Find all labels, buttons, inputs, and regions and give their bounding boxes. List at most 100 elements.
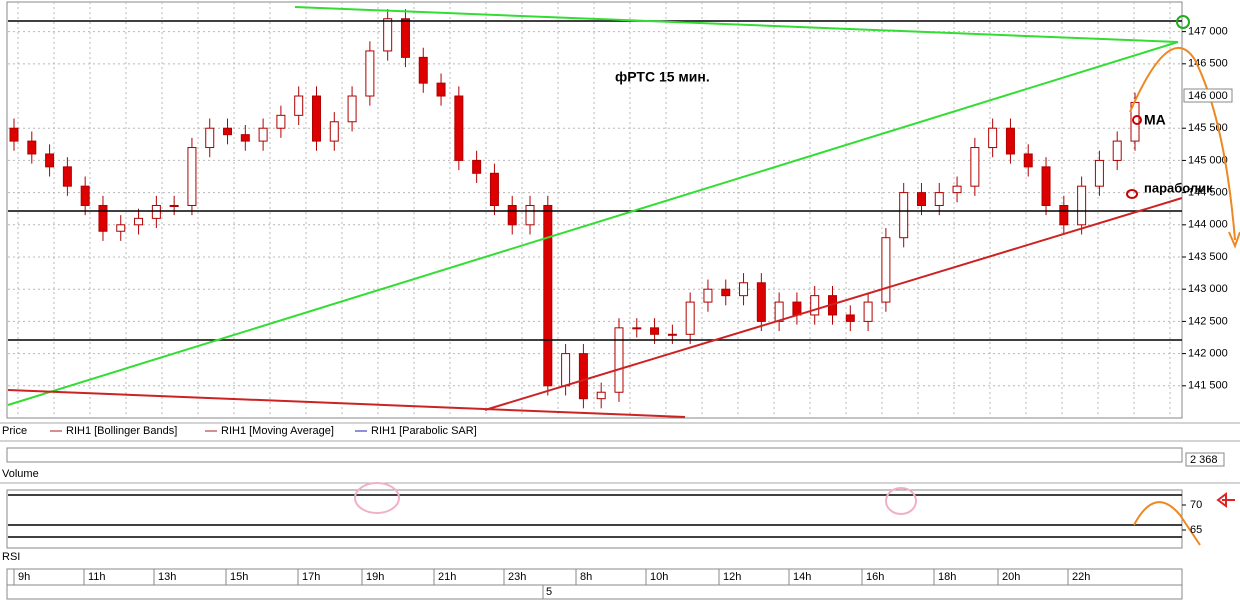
- date-axis: [6, 584, 1183, 600]
- candle-body: [276, 114, 286, 129]
- legend: Price RIH1 [Bollinger Bands] RIH1 [Moving …: [2, 425, 477, 437]
- candle-body: [988, 127, 998, 149]
- candle-body: [1041, 166, 1051, 206]
- marker-circle: [1176, 15, 1190, 29]
- candle-body: [311, 95, 321, 142]
- time-label: 17h: [302, 571, 320, 583]
- candle-body: [151, 204, 161, 219]
- trend-line: [484, 197, 1183, 411]
- y-tick-label: 143 000: [1188, 283, 1228, 295]
- candle-body: [1077, 185, 1087, 226]
- candle-body: [916, 192, 926, 206]
- candle-body: [418, 56, 428, 84]
- forecast-arrow: [1129, 47, 1236, 241]
- legend-label: Price: [2, 425, 27, 437]
- y-tick-label: 147 000: [1188, 26, 1228, 38]
- candle-body: [169, 204, 179, 207]
- highlight: [354, 482, 400, 514]
- candle-body: [27, 140, 37, 155]
- candle-body: [863, 301, 873, 322]
- candle-body: [1112, 140, 1122, 161]
- candle-body: [365, 50, 375, 97]
- candle-body: [134, 217, 144, 226]
- candle-body: [436, 82, 446, 97]
- candle-body: [756, 282, 766, 322]
- time-label: 20h: [1002, 571, 1020, 583]
- volume-value: 2 368: [1190, 454, 1218, 466]
- time-label: 8h: [580, 571, 592, 583]
- candle-body: [223, 127, 233, 136]
- price-badge: [1183, 88, 1233, 103]
- candle-body: [774, 301, 784, 322]
- time-label: 9h: [18, 571, 30, 583]
- y-tick-label: 70: [1190, 499, 1202, 511]
- rsi-panel: 65 70: [6, 482, 1235, 549]
- candle-body: [792, 301, 802, 316]
- candle-body: [400, 18, 410, 58]
- date-label: 5: [546, 586, 552, 598]
- trend-line: [294, 6, 1179, 43]
- annotation: параболик: [1144, 180, 1213, 195]
- y-tick-label: 65: [1190, 524, 1202, 536]
- candle-body: [472, 159, 482, 174]
- candle-body: [952, 185, 962, 194]
- y-tick-label: 142 500: [1188, 315, 1228, 327]
- highlight: [885, 487, 917, 515]
- candle-body: [578, 353, 588, 400]
- arrow: [1216, 492, 1235, 508]
- time-label: 12h: [723, 571, 741, 583]
- drawings: фРТС 15 мин. MA параболик 146 000: [7, 6, 1240, 418]
- volume-frame: [6, 447, 1183, 463]
- candle-body: [454, 95, 464, 161]
- time-label: 16h: [866, 571, 884, 583]
- time-label: 14h: [793, 571, 811, 583]
- candle-body: [489, 172, 499, 206]
- time-label: 22h: [1072, 571, 1090, 583]
- time-label: 18h: [938, 571, 956, 583]
- time-label: 11h: [88, 571, 106, 583]
- time-label: 15h: [230, 571, 248, 583]
- legend-label: RIH1 [Parabolic SAR]: [371, 425, 477, 437]
- panel-title: RSI: [2, 551, 20, 563]
- forecast-curve: [1133, 501, 1201, 546]
- y-tick-label: 145 500: [1188, 122, 1228, 134]
- candle-body: [507, 204, 517, 226]
- candle-body: [685, 301, 695, 335]
- candle-body: [116, 224, 126, 232]
- marker-circle: [1132, 115, 1142, 125]
- candle-body: [1005, 127, 1015, 155]
- candle-body: [703, 288, 713, 303]
- y-tick-label: 142 000: [1188, 348, 1228, 360]
- y-tick-label: 144 000: [1188, 219, 1228, 231]
- candle-body: [294, 95, 304, 116]
- arrow-head: [1228, 231, 1240, 249]
- legend-label: RIH1 [Moving Average]: [221, 425, 334, 437]
- time-label: 13h: [158, 571, 176, 583]
- candle-body: [329, 121, 339, 142]
- panel-title: Volume: [2, 468, 39, 480]
- candle-body: [614, 327, 624, 393]
- candle-body: [205, 127, 215, 149]
- time-label: 23h: [508, 571, 526, 583]
- candle-body: [80, 185, 90, 206]
- candle-body: [810, 295, 820, 316]
- volume-badge: [1185, 452, 1225, 467]
- candle-body: [632, 327, 642, 330]
- candle-body: [62, 166, 72, 187]
- candle-body: [596, 391, 606, 400]
- candle-body: [543, 204, 553, 387]
- candle-body: [845, 314, 855, 322]
- candle-body: [934, 192, 944, 206]
- candle-body: [1094, 159, 1104, 187]
- marker-circle: [1126, 189, 1138, 199]
- y-tick-label: 145 000: [1188, 154, 1228, 166]
- time-label: 10h: [650, 571, 668, 583]
- candle-body: [9, 127, 19, 142]
- y-tick-label: 144 500: [1188, 187, 1228, 199]
- candle-body: [667, 333, 677, 336]
- candle-body: [650, 327, 660, 335]
- trend-line: [7, 41, 1179, 406]
- candle-body: [187, 147, 197, 206]
- price-panel: 141 500 142 000 142 500 143 000 143 500 144 0…: [6, 1, 1228, 419]
